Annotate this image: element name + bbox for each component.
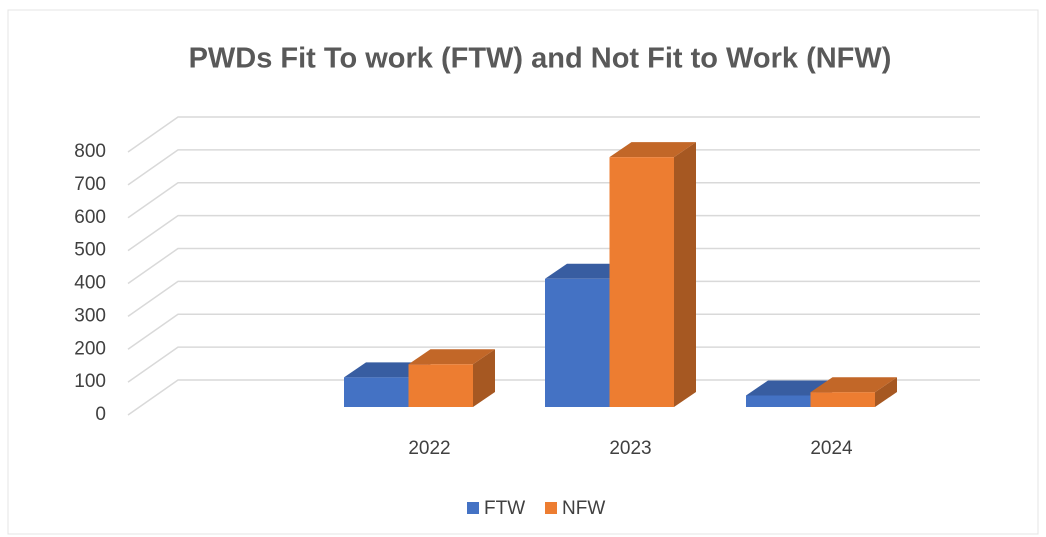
grid-line	[127, 149, 980, 186]
y-tick-label: 100	[74, 371, 106, 392]
bar-top	[810, 377, 897, 393]
chart-title: PWDs Fit To work (FTW) and Not Fit to Wo…	[189, 43, 892, 75]
bar	[344, 377, 409, 407]
legend-label: NFW	[562, 498, 605, 519]
y-tick-label: 700	[74, 174, 106, 195]
x-tick-label: 2023	[609, 438, 651, 459]
bar-top	[408, 349, 495, 365]
bar	[609, 157, 674, 407]
y-tick-label: 800	[74, 141, 106, 162]
bar	[545, 278, 610, 407]
grid-line	[127, 313, 980, 350]
grid-line	[127, 379, 980, 416]
bar-side	[674, 142, 696, 407]
y-tick-label: 400	[74, 273, 106, 294]
bar	[408, 364, 473, 407]
y-tick-label: 0	[95, 404, 106, 425]
grid-line	[127, 182, 980, 219]
bar-side	[473, 349, 495, 407]
x-tick-label: 2024	[810, 438, 853, 459]
y-tick-label: 200	[74, 338, 106, 359]
legend-swatch	[545, 502, 557, 514]
legend-swatch	[467, 502, 479, 514]
y-tick-label: 500	[74, 240, 106, 261]
grid-line	[127, 116, 980, 153]
bar	[746, 395, 811, 407]
y-tick-label: 300	[74, 305, 106, 326]
bar	[810, 392, 875, 407]
grid-line	[127, 346, 980, 383]
bar-side	[875, 377, 897, 407]
bar-top	[609, 142, 696, 158]
chart-frame	[7, 9, 1039, 535]
grid-line	[127, 280, 980, 317]
grid-line	[127, 214, 980, 252]
legend-label: FTW	[484, 498, 525, 519]
y-tick-label: 600	[74, 207, 106, 228]
bar-top	[746, 380, 833, 396]
grid-line	[127, 247, 980, 285]
x-tick-label: 2022	[408, 438, 450, 459]
